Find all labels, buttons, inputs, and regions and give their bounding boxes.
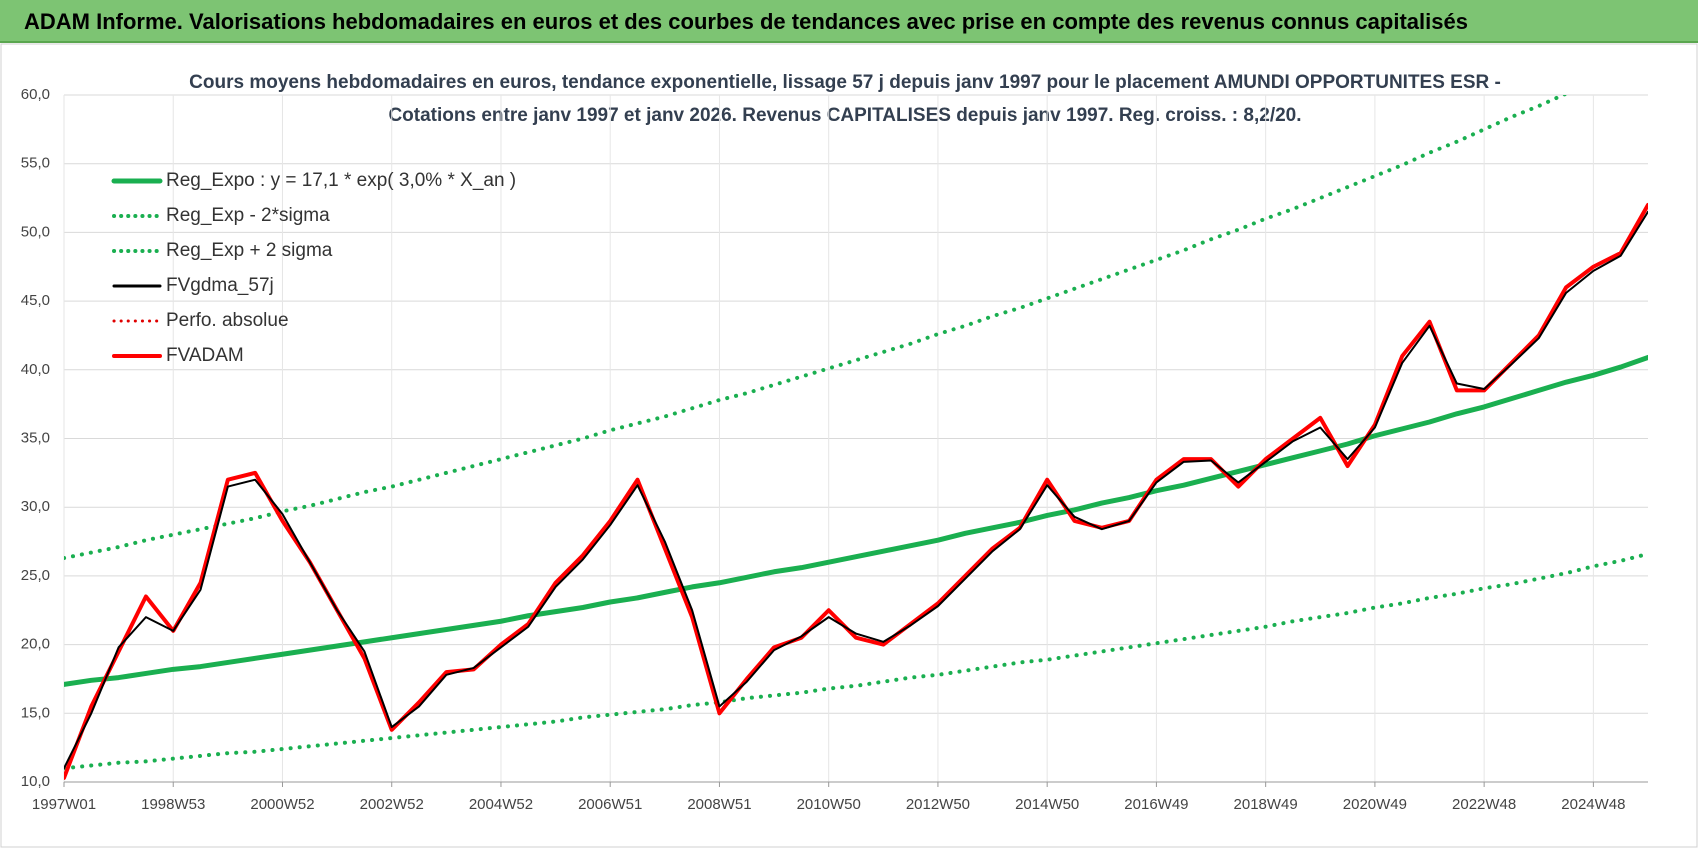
y-tick-label: 50,0 xyxy=(21,223,50,240)
y-tick-label: 55,0 xyxy=(21,155,50,172)
y-tick-label: 15,0 xyxy=(21,704,50,721)
legend-label: FVADAM xyxy=(166,345,244,366)
x-tick-label: 2010W50 xyxy=(797,796,861,813)
y-tick-label: 20,0 xyxy=(21,636,50,653)
y-tick-label: 10,0 xyxy=(21,773,50,790)
x-tick-label: 2014W50 xyxy=(1015,796,1079,813)
y-tick-label: 40,0 xyxy=(21,361,50,378)
x-tick-label: 2012W50 xyxy=(906,796,970,813)
page-title: ADAM Informe. Valorisations hebdomadaire… xyxy=(0,0,1698,43)
x-tick-label: 2024W48 xyxy=(1561,796,1625,813)
y-tick-label: 45,0 xyxy=(21,292,50,309)
chart-frame xyxy=(0,43,1698,848)
chart: Cours moyens hebdomadaires en euros, ten… xyxy=(0,43,1698,848)
x-tick-label: 2006W51 xyxy=(578,796,642,813)
x-tick-label: 2016W49 xyxy=(1124,796,1188,813)
series-line xyxy=(64,354,1648,687)
y-tick-label: 35,0 xyxy=(21,429,50,446)
y-tick-label: 25,0 xyxy=(21,567,50,584)
legend-label: FVgdma_57j xyxy=(166,275,274,296)
series-line xyxy=(64,210,1648,770)
x-tick-label: 2000W52 xyxy=(250,796,314,813)
x-tick-label: 2018W49 xyxy=(1234,796,1298,813)
x-tick-label: 1998W53 xyxy=(141,796,205,813)
x-tick-label: 2008W51 xyxy=(687,796,751,813)
chart-subtitle: Cotations entre janv 1997 et janv 2026. … xyxy=(388,105,1301,126)
x-tick-label: 2004W52 xyxy=(469,796,533,813)
y-tick-label: 60,0 xyxy=(21,86,50,103)
y-tick-label: 30,0 xyxy=(21,498,50,515)
x-tick-label: 1997W01 xyxy=(32,796,96,813)
legend-label: Reg_Exp - 2*sigma xyxy=(166,205,330,226)
legend-label: Reg_Expo : y = 17,1 * exp( 3,0% * X_an ) xyxy=(166,170,516,191)
x-tick-label: 2002W52 xyxy=(360,796,424,813)
x-tick-label: 2022W48 xyxy=(1452,796,1516,813)
legend-label: Perfo. absolue xyxy=(166,310,289,331)
chart-title: Cours moyens hebdomadaires en euros, ten… xyxy=(189,72,1501,93)
series-line xyxy=(64,551,1648,771)
x-tick-label: 2020W49 xyxy=(1343,796,1407,813)
legend-label: Reg_Exp + 2 sigma xyxy=(166,240,333,261)
